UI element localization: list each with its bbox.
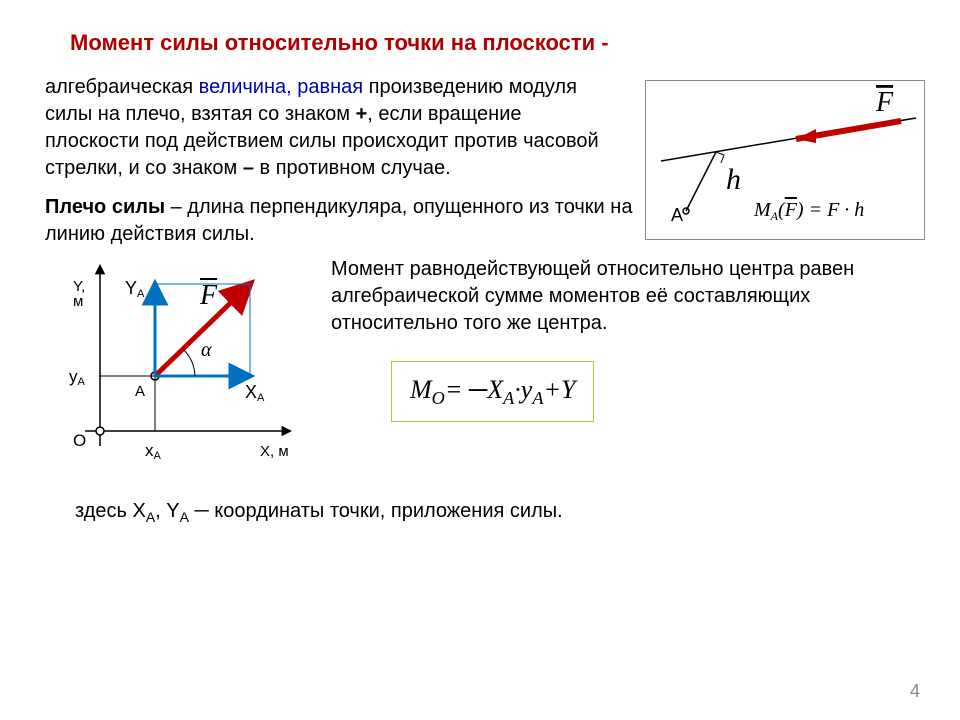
fA1: A [503,388,514,408]
formula-box: MO= ─XA·yA+Y [391,361,594,422]
svg-text:м: м [73,293,83,310]
formula-MA: MA(F) = F · h [753,199,864,223]
nc: ─ координаты точки, приложения силы. [189,500,563,522]
p1-e: в противном случае. [254,157,451,179]
svg-text:A: A [135,383,145,400]
figure-moment-arm: A h F MA(F) = F · h [645,80,925,240]
resultant-text-block: Момент равнодействующей относительно цен… [331,256,915,422]
p1-a: алгебраическая [45,76,199,98]
minus-sign: – [243,157,254,179]
feq: = ─X [445,375,503,404]
svg-text:α: α [201,339,212,361]
svg-text:O: O [73,431,86,450]
page-number: 4 [910,681,920,702]
ns2: А [180,509,189,525]
resultant-paragraph: Момент равнодействующей относительно цен… [331,256,915,337]
na: здесь Х [75,500,146,522]
definition-paragraph: алгебраическая величина, равная произвед… [45,74,615,182]
label-F: F [875,87,894,118]
svg-text:X, м: X, м [260,443,289,460]
label-h: h [726,163,741,196]
fA2: A [532,388,543,408]
fM: M [410,375,432,404]
fm1: ·y [514,375,532,404]
svg-text:XA: XA [245,382,265,404]
arm-paragraph: Плечо силы – длина перпендикуляра, опуще… [45,194,665,248]
figure-components: O Y, м X, м A xA yA α YA XA [45,256,305,476]
nb: , Y [155,500,179,522]
label-A: A [671,205,683,225]
p1-b: величина, равная [199,76,369,98]
arm-term: Плечо силы [45,196,165,218]
page-title: Момент силы относительно точки на плоско… [70,30,915,56]
fOs: O [432,388,445,408]
coord-note: здесь ХА, YА ─ координаты точки, приложе… [75,500,915,525]
fm2: +Y [543,375,575,404]
plus-sign: + [356,103,368,125]
svg-text:YA: YA [125,278,145,300]
svg-text:yA: yA [69,367,86,388]
ns1: А [146,509,155,525]
svg-text:xA: xA [145,441,162,462]
